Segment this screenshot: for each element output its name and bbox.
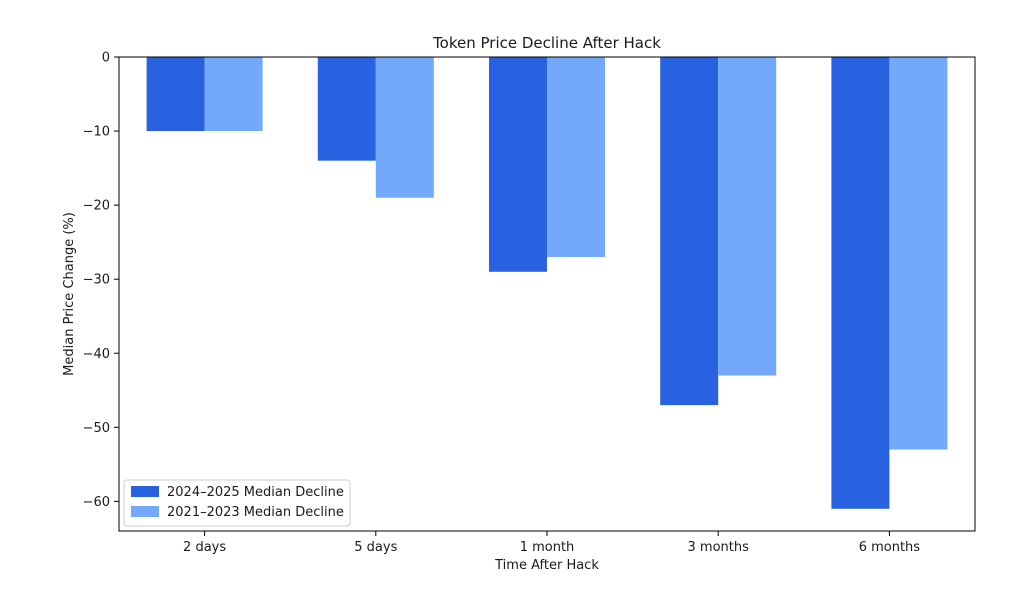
bar-2024-2025-5-days [317,57,376,161]
legend-swatch-2024-2025 [131,486,159,497]
bar-2021-2023-2-days [204,57,263,132]
legend: 2024–2025 Median Decline 2021–2023 Media… [123,479,351,527]
bar-2021-2023-3-months [718,57,777,376]
y-ticks-group: 0 −10 −20 −30 −40 −50 −60 [83,51,119,510]
legend-box [123,479,351,527]
plot-frame [118,56,976,532]
bar-2024-2025-1-month [489,57,547,272]
y-tick-label: −50 [83,421,110,436]
legend-label-2021-2023: 2021–2023 Median Decline [167,505,344,520]
y-tick-label: −30 [83,273,110,288]
x-axis-label: Time After Hack [494,558,599,573]
y-tick-label: 0 [102,51,110,66]
bar-2021-2023-1-month [547,57,605,257]
x-tick-label: 5 days [354,540,397,555]
legend-label-2024-2025: 2024–2025 Median Decline [167,485,344,500]
bars-group [146,57,948,509]
bar-2021-2023-5-days [375,57,434,198]
x-tick-label: 2 days [183,540,226,555]
bar-2021-2023-6-months [889,57,948,450]
x-tick-label: 6 months [859,540,921,555]
bar-2024-2025-3-months [660,57,719,406]
x-tick-label: 1 month [520,540,575,555]
y-axis-label: Median Price Change (%) [62,212,77,376]
bar-2024-2025-2-days [146,57,205,132]
bar-2024-2025-6-months [831,57,890,509]
x-ticks-group: 2 days 5 days 1 month 3 months 6 months [183,531,920,555]
y-tick-label: −20 [83,199,110,214]
legend-swatch-2021-2023 [131,506,159,517]
y-tick-label: −60 [83,495,110,510]
y-tick-label: −40 [83,347,110,362]
x-tick-label: 3 months [688,540,750,555]
chart-title: Token Price Decline After Hack [432,34,661,52]
y-tick-label: −10 [83,125,110,140]
